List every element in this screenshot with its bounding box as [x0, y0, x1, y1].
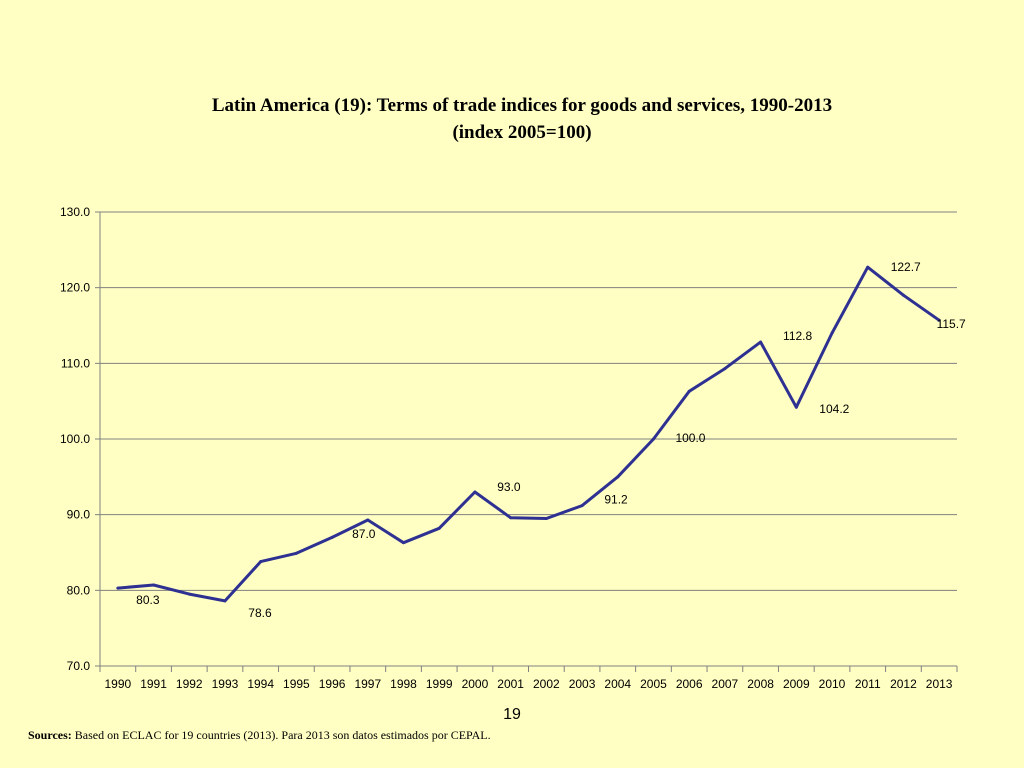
x-tick-label: 2003	[569, 677, 596, 691]
data-point	[759, 340, 763, 344]
x-tick-label: 1990	[105, 677, 132, 691]
x-tick-label: 2002	[533, 677, 560, 691]
chart-title: Latin America (19): Terms of trade indic…	[0, 92, 1024, 146]
data-label: 80.3	[136, 593, 160, 607]
x-tick-label: 2012	[890, 677, 917, 691]
y-tick-label: 100.0	[60, 432, 90, 446]
x-tick-label: 1998	[390, 677, 417, 691]
data-point	[830, 331, 834, 335]
data-point	[544, 516, 548, 520]
data-label: 93.0	[497, 480, 521, 494]
x-tick-label: 2005	[640, 677, 667, 691]
x-tick-label: 2007	[712, 677, 739, 691]
x-tick-label: 1991	[140, 677, 167, 691]
data-label: 91.2	[604, 493, 628, 507]
x-tick-label: 1992	[176, 677, 203, 691]
data-point	[437, 526, 441, 530]
chart-title-line1: Latin America (19): Terms of trade indic…	[211, 95, 833, 116]
gridlines	[100, 211, 957, 591]
x-tick-label: 2001	[497, 677, 524, 691]
axes	[95, 211, 958, 672]
chart-title-line2: (index 2005=100)	[452, 122, 592, 143]
y-tick-label: 130.0	[60, 205, 90, 219]
data-label: 112.8	[783, 329, 812, 343]
x-tick-label: 2004	[604, 677, 631, 691]
data-labels: 80.3 78.6 87.0 93.0 91.2 100.0 112.8 104.2 122.7…	[136, 260, 966, 620]
x-tick-label: 2010	[819, 677, 846, 691]
data-label: 78.6	[248, 606, 272, 620]
data-point	[330, 535, 334, 539]
x-tick-label: 2009	[783, 677, 810, 691]
x-tick-labels: 1990 1991 1992 1993 1994 1995 1996 1997 1998 1999…	[105, 677, 953, 691]
data-point	[509, 516, 513, 520]
sources-label: Sources:	[28, 728, 72, 742]
data-point	[616, 475, 620, 479]
data-point	[473, 490, 477, 494]
x-tick-label: 1993	[212, 677, 239, 691]
data-point	[187, 592, 191, 596]
x-tick-label: 1997	[354, 677, 381, 691]
data-label: 100.0	[675, 431, 705, 445]
y-tick-label: 120.0	[60, 281, 90, 295]
data-point	[366, 518, 370, 522]
data-point	[259, 560, 263, 564]
x-tick-label: 2008	[747, 677, 774, 691]
y-tick-label: 90.0	[67, 508, 91, 522]
y-tick-label: 110.0	[61, 356, 90, 370]
data-point	[402, 541, 406, 545]
data-point	[687, 389, 691, 393]
series-line	[117, 265, 940, 603]
data-point	[580, 504, 584, 508]
page-number: 19	[503, 706, 521, 723]
data-point	[723, 367, 727, 371]
data-label: 104.2	[819, 402, 849, 416]
series	[116, 265, 941, 603]
y-tick-label: 70.0	[67, 659, 91, 673]
data-label: 115.7	[937, 317, 966, 331]
sources-text: Based on ECLAC for 19 countries (2013). …	[71, 728, 491, 742]
data-label: 87.0	[352, 527, 376, 541]
data-label: 122.7	[891, 260, 921, 274]
x-tick-label: 2000	[462, 677, 489, 691]
data-point	[866, 265, 870, 269]
x-tick-label: 2011	[855, 677, 881, 691]
x-tick-label: 1999	[426, 677, 453, 691]
data-point	[294, 551, 298, 555]
data-point	[223, 599, 227, 603]
data-point	[152, 583, 156, 587]
x-tick-label: 1995	[283, 677, 310, 691]
x-tick-label: 2006	[676, 677, 703, 691]
x-tick-label: 1994	[247, 677, 274, 691]
x-tick-label: 2013	[926, 677, 953, 691]
data-point	[937, 318, 941, 322]
sources-note: Sources: Based on ECLAC for 19 countries…	[28, 728, 491, 743]
data-point	[651, 437, 655, 441]
data-point	[116, 586, 120, 590]
y-tick-labels: 70.0 80.0 90.0 100.0 110.0 120.0 130.0	[60, 205, 90, 673]
data-point	[901, 293, 905, 297]
y-tick-label: 80.0	[67, 583, 91, 597]
x-tick-label: 1996	[319, 677, 346, 691]
data-point	[794, 405, 798, 409]
